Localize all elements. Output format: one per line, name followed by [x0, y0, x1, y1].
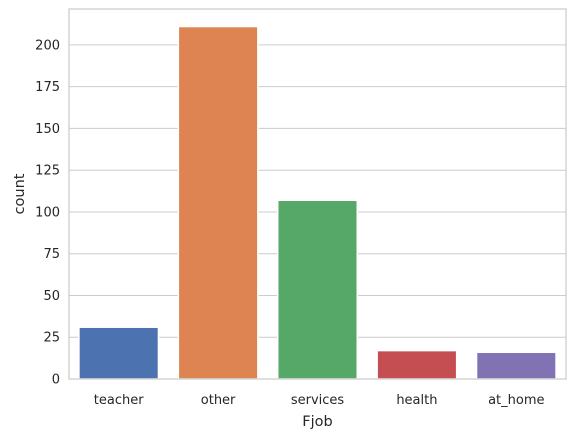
x-axis-label: Fjob — [302, 414, 332, 430]
y-tick-label: 75 — [43, 247, 60, 262]
x-tick-label: other — [201, 393, 236, 408]
bar-services — [276, 199, 359, 380]
x-tick-label: teacher — [94, 393, 144, 408]
y-tick-label: 50 — [43, 289, 60, 304]
x-tick-label: at_home — [488, 393, 544, 408]
x-tick-label: health — [396, 393, 437, 408]
x-tick-label: services — [291, 393, 345, 408]
bars — [78, 25, 557, 380]
y-tick-labels: 0 25 50 75 100 125 150 175 200 — [35, 38, 60, 387]
y-tick-label: 175 — [35, 80, 60, 95]
plot-frame — [68, 8, 567, 380]
bar-health — [376, 349, 458, 380]
y-tick-label: 0 — [52, 373, 60, 388]
bar-other — [177, 25, 259, 380]
y-tick-label: 25 — [43, 331, 60, 346]
bar-at-home — [475, 351, 557, 380]
y-tick-label: 100 — [35, 205, 60, 220]
y-tick-label: 125 — [35, 164, 60, 179]
y-axis-label: count — [12, 173, 28, 214]
y-tick-label: 200 — [35, 38, 60, 53]
y-tick-label: 150 — [35, 122, 60, 137]
bar-teacher — [78, 326, 160, 380]
x-tick-labels: teacher other services health at_home — [94, 393, 545, 408]
